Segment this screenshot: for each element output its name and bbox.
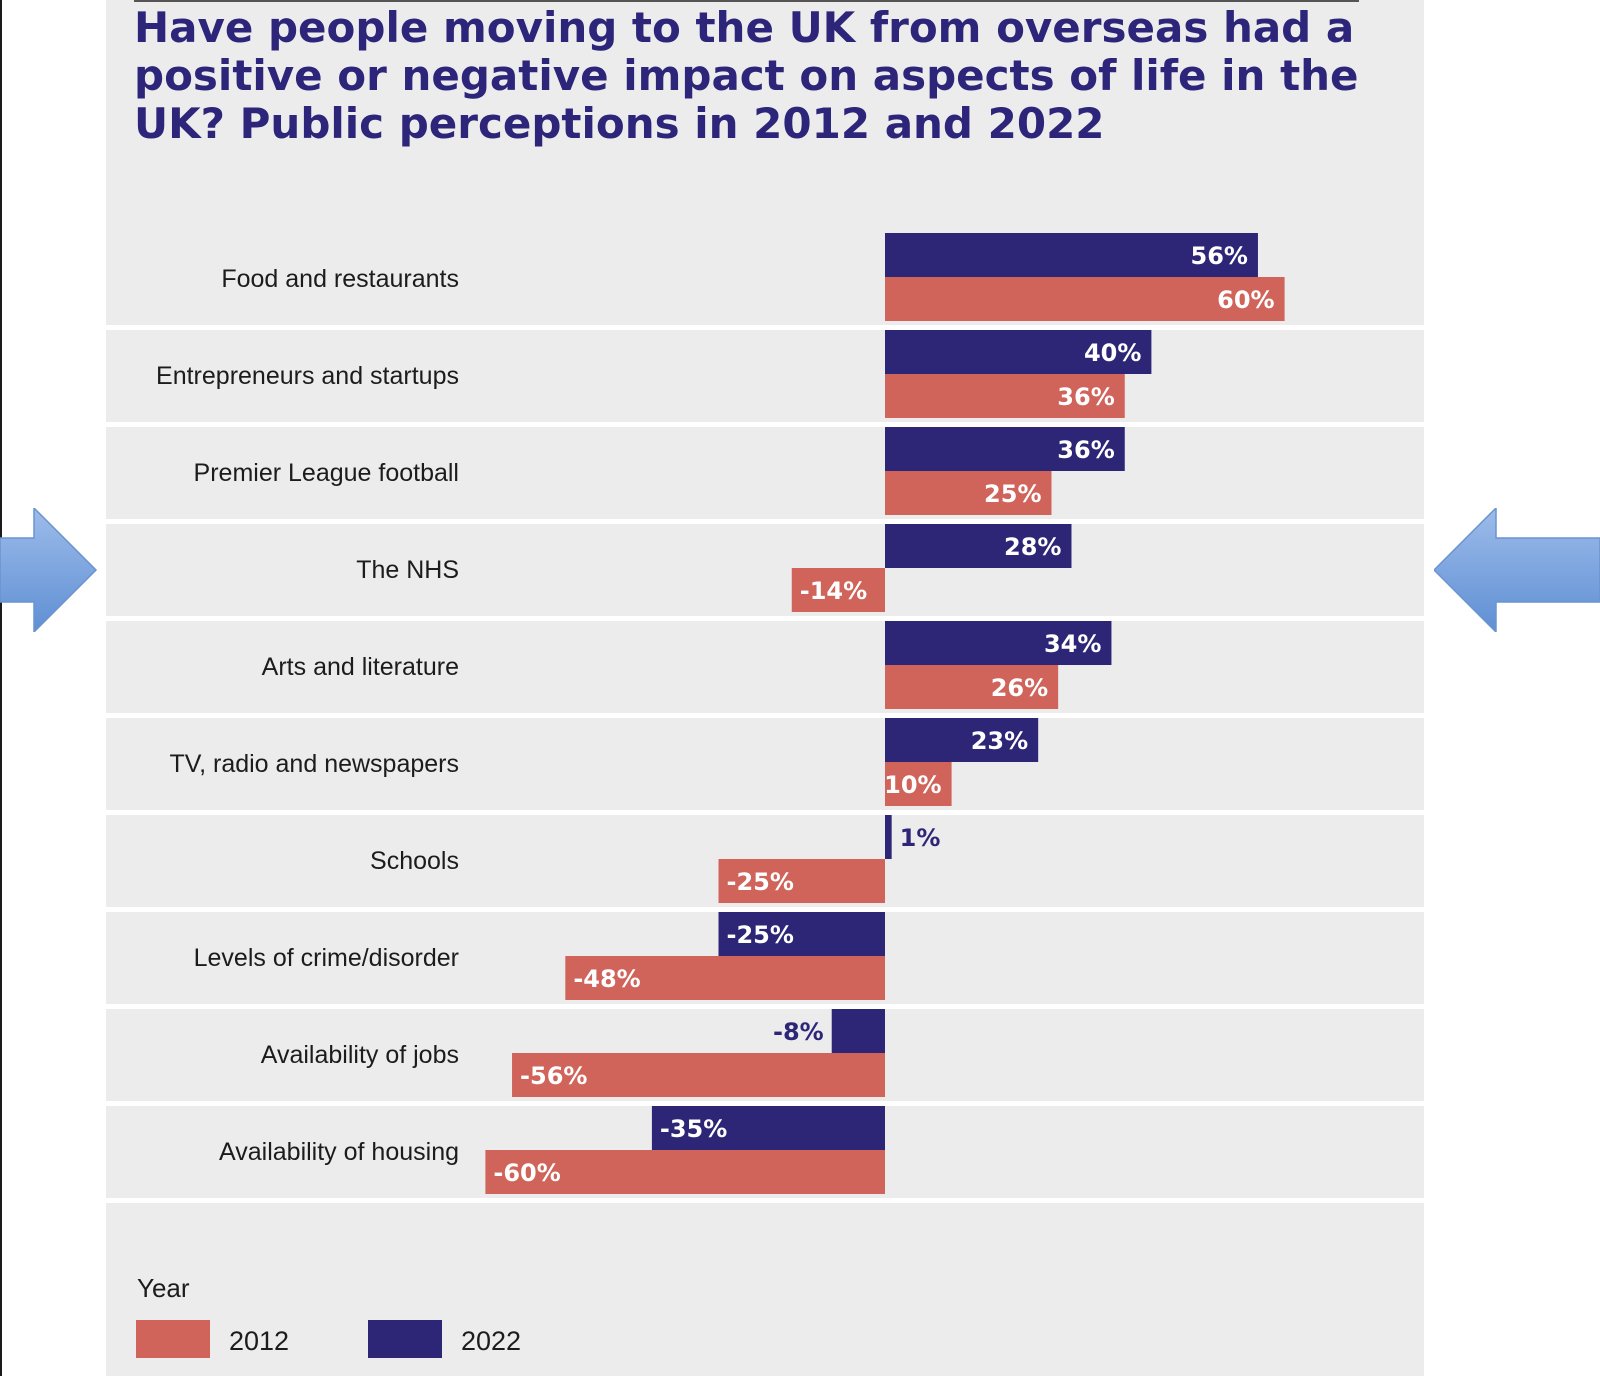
bar-2022-availability-of-jobs (831, 1009, 885, 1053)
bar-2022-food-and-restaurants (885, 233, 1258, 277)
data-label-2012-entrepreneurs-and-startups: 36% (1057, 383, 1114, 411)
bar-2022-tv-radio-and-newspapers (885, 718, 1039, 762)
category-label-schools: Schools (370, 847, 459, 875)
bar-2022-the-nhs (885, 524, 1072, 568)
data-label-2022-arts-and-literature: 34% (1044, 630, 1101, 658)
legend-swatch-2012 (136, 1320, 210, 1358)
bar-2012-tv-radio-and-newspapers (885, 762, 952, 806)
data-label-2022-schools: 1% (900, 824, 941, 852)
top-rule (134, 0, 1359, 2)
bar-2012-premier-league-football (885, 471, 1052, 515)
category-label-premier-league-football: Premier League football (194, 459, 459, 487)
category-label-tv-radio-and-newspapers: TV, radio and newspapers (169, 750, 459, 778)
data-label-2022-the-nhs: 28% (1004, 533, 1061, 561)
left-edge-line (0, 0, 2, 1376)
bar-2012-entrepreneurs-and-startups (885, 374, 1125, 418)
bar-2012-levels-of-crime-disorder (565, 956, 885, 1000)
legend-title: Year (137, 1273, 190, 1303)
bar-2022-levels-of-crime-disorder (718, 912, 885, 956)
row-separator (106, 1198, 1424, 1203)
bar-2012-availability-of-housing (485, 1150, 885, 1194)
bar-2012-schools (718, 859, 885, 903)
category-label-food-and-restaurants: Food and restaurants (221, 265, 459, 293)
row-separator (106, 1004, 1424, 1009)
legend-label-2012: 2012 (229, 1326, 289, 1356)
data-label-2012-premier-league-football: 25% (984, 480, 1041, 508)
data-label-2012-schools: -25% (727, 868, 794, 896)
data-label-2022-availability-of-jobs: -8% (773, 1018, 824, 1046)
row-separator (106, 907, 1424, 912)
right-arrow-icon (0, 508, 98, 632)
row-separator (106, 616, 1424, 621)
data-label-2022-premier-league-football: 36% (1057, 436, 1114, 464)
data-label-2022-availability-of-housing: -35% (660, 1115, 727, 1143)
data-label-2022-tv-radio-and-newspapers: 23% (971, 727, 1028, 755)
data-label-2012-food-and-restaurants: 60% (1217, 286, 1274, 314)
data-label-2012-levels-of-crime-disorder: -48% (573, 965, 640, 993)
data-label-2012-the-nhs: -14% (800, 577, 867, 605)
row-separator (106, 519, 1424, 524)
category-label-availability-of-jobs: Availability of jobs (261, 1041, 459, 1069)
row-separator (106, 713, 1424, 718)
bar-2012-the-nhs (791, 568, 885, 612)
bar-2012-availability-of-jobs (512, 1053, 885, 1097)
left-arrow-icon (1434, 508, 1600, 632)
bar-2012-food-and-restaurants (885, 277, 1285, 321)
category-label-entrepreneurs-and-startups: Entrepreneurs and startups (156, 362, 459, 390)
category-label-the-nhs: The NHS (356, 556, 459, 584)
bar-2012-arts-and-literature (885, 665, 1059, 709)
row-separator (106, 1101, 1424, 1106)
row-separator (106, 422, 1424, 427)
data-label-2012-arts-and-literature: 26% (991, 674, 1048, 702)
data-label-2012-tv-radio-and-newspapers: 10% (884, 771, 941, 799)
bar-2022-arts-and-literature (885, 621, 1112, 665)
data-label-2012-availability-of-jobs: -56% (520, 1062, 587, 1090)
bar-2022-availability-of-housing (651, 1106, 885, 1150)
chart-title: Have people moving to the UK from overse… (134, 3, 1359, 148)
category-label-arts-and-literature: Arts and literature (262, 653, 459, 681)
legend-swatch-2022 (368, 1320, 442, 1358)
data-label-2022-levels-of-crime-disorder: -25% (727, 921, 794, 949)
bar-2022-entrepreneurs-and-startups (885, 330, 1152, 374)
category-label-levels-of-crime-disorder: Levels of crime/disorder (194, 944, 459, 972)
legend-label-2022: 2022 (461, 1326, 521, 1356)
data-label-2022-food-and-restaurants: 56% (1191, 242, 1248, 270)
row-separator (106, 810, 1424, 815)
data-label-2012-availability-of-housing: -60% (493, 1159, 560, 1187)
row-separator (106, 325, 1424, 330)
bar-2022-premier-league-football (885, 427, 1125, 471)
category-label-availability-of-housing: Availability of housing (219, 1138, 459, 1166)
data-label-2022-entrepreneurs-and-startups: 40% (1084, 339, 1141, 367)
bar-2022-schools (885, 815, 892, 859)
